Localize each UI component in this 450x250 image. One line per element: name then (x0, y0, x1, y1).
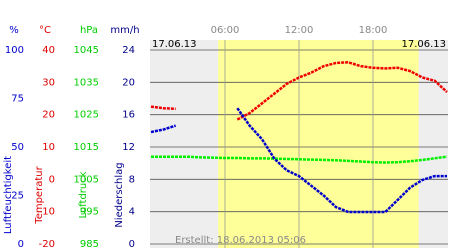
y-tick-label: 1025 (74, 110, 99, 121)
y-tick-label: -10 (39, 207, 55, 218)
y-tick-label: 1005 (74, 174, 99, 185)
y-tick-label: 0 (49, 174, 55, 185)
y-tick-label: 75 (11, 94, 24, 105)
axis-unit: mm/h (110, 25, 139, 36)
axis-name: Niederschlag (114, 162, 125, 227)
series-line (150, 61, 448, 121)
y-tick-label: 1035 (74, 77, 99, 88)
y-tick-label: 995 (80, 207, 99, 218)
date-right: 17.06.13 (401, 39, 446, 50)
axis-name: Temperatur (34, 165, 45, 224)
y-tick-label: 985 (80, 239, 99, 250)
axis-unit: hPa (80, 25, 98, 36)
series-line (150, 107, 447, 214)
daylight-band (218, 40, 419, 248)
y-tick-label: 50 (11, 142, 24, 153)
y-tick-label: -20 (39, 239, 55, 250)
axis-name: Luftfeuchtigkeit (3, 156, 14, 234)
y-tick-label: 4 (129, 207, 135, 218)
y-tick-label: 30 (42, 77, 55, 88)
y-tick-label: 20 (122, 77, 135, 88)
y-tick-label: 1015 (74, 142, 99, 153)
y-tick-label: 0 (129, 239, 135, 250)
created-note: Erstellt: 18.06.2013 05:06 (175, 235, 306, 246)
x-tick-label: 06:00 (211, 25, 240, 36)
date-left: 17.06.13 (152, 39, 197, 50)
y-tick-label: 0 (18, 239, 24, 250)
series-line (151, 155, 448, 164)
y-tick-label: 1045 (74, 45, 99, 56)
y-tick-label: 100 (5, 45, 24, 56)
axis-unit: % (9, 25, 19, 36)
axis-unit: °C (39, 25, 51, 36)
y-tick-label: 10 (42, 142, 55, 153)
y-tick-label: 8 (129, 174, 135, 185)
y-tick-label: 12 (122, 142, 135, 153)
y-tick-label: 24 (122, 45, 135, 56)
y-tick-label: 25 (11, 191, 24, 202)
y-tick-label: 16 (122, 110, 135, 121)
y-tick-label: 20 (42, 110, 55, 121)
x-tick-label: 12:00 (285, 25, 314, 36)
x-tick-label: 18:00 (359, 25, 388, 36)
axis-name: Luftdruck (78, 171, 89, 218)
y-tick-label: 40 (42, 45, 55, 56)
